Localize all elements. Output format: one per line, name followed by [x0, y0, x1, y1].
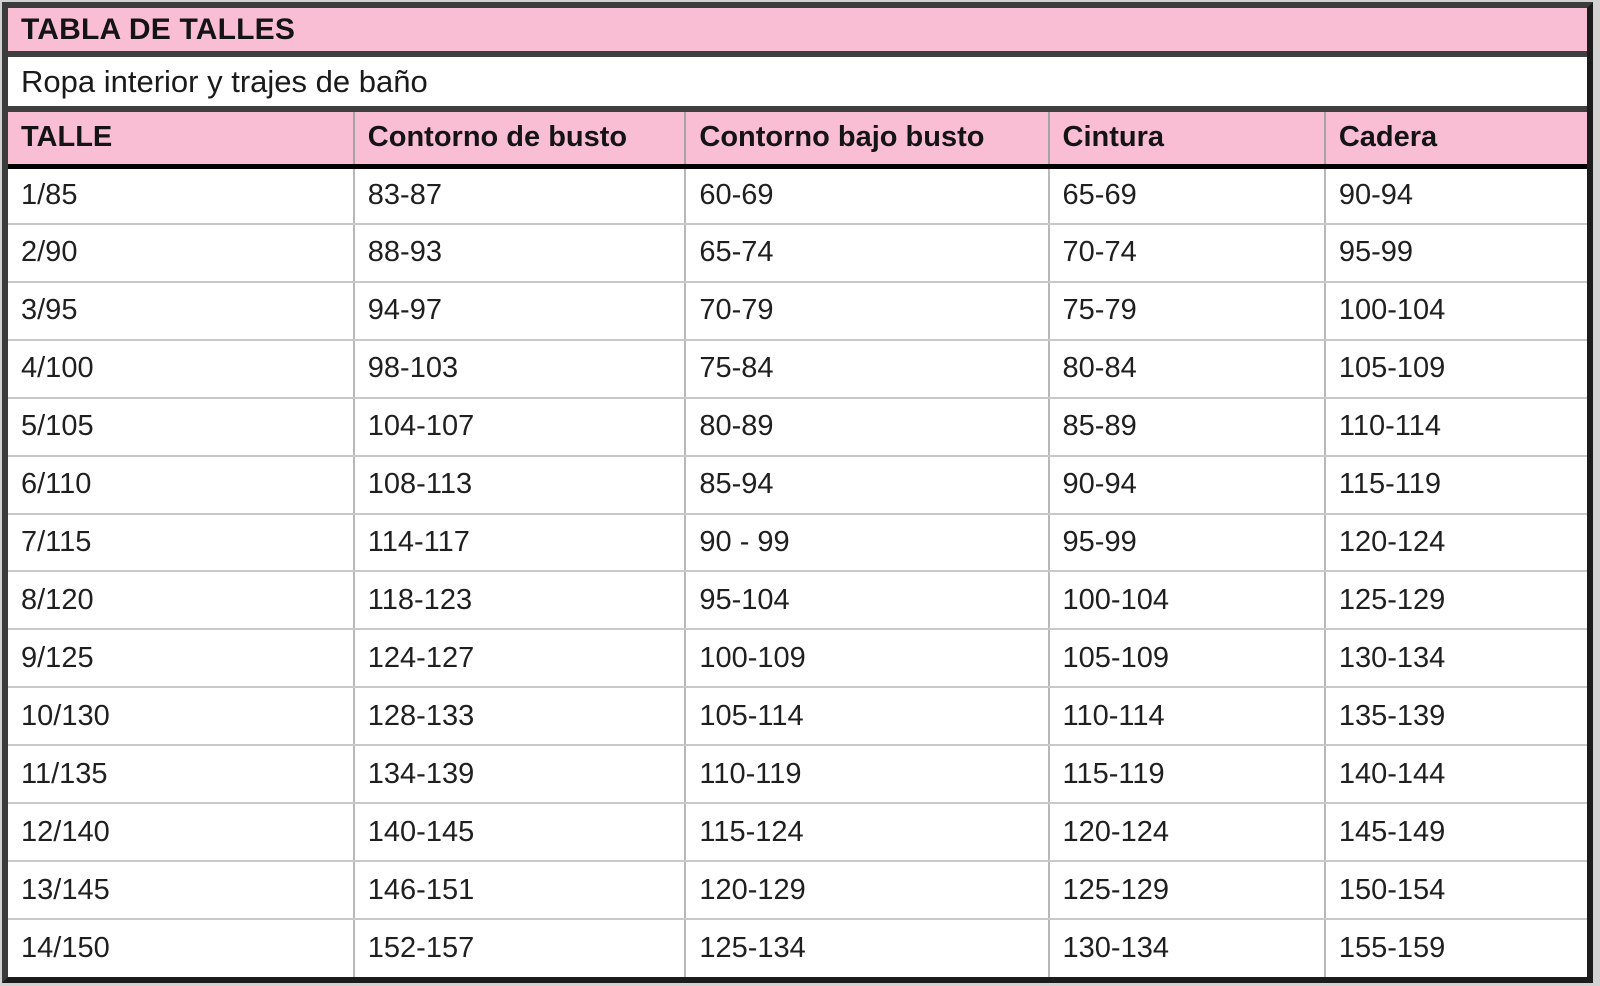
table-cell: 85-94: [685, 455, 1050, 515]
table-cell: 60-69: [685, 166, 1050, 225]
table-cell: 80-89: [685, 397, 1050, 457]
table-cell: 95-99: [1324, 223, 1587, 283]
table-cell: 5/105: [8, 397, 355, 457]
table-row: 9/125 124-127 100-109 105-109 130-134: [8, 629, 1587, 689]
table-cell: 128-133: [353, 687, 687, 747]
table-row: 14/150 152-157 125-134 130-134 155-159: [8, 918, 1587, 977]
table-cell: 90-94: [1324, 166, 1587, 225]
table-row: 3/95 94-97 70-79 75-79 100-104: [8, 281, 1587, 341]
table-cell: 11/135: [8, 745, 355, 805]
table-cell: 80-84: [1048, 339, 1326, 399]
table-row: 10/130 128-133 105-114 110-114 135-139: [8, 687, 1587, 747]
table-cell: 145-149: [1324, 803, 1587, 863]
table-cell: 7/115: [8, 513, 355, 573]
table-cell: 152-157: [353, 918, 687, 977]
column-header-2: Contorno bajo busto: [685, 112, 1050, 169]
table-subtitle: Ropa interior y trajes de baño: [8, 57, 1587, 112]
table-cell: 100-104: [1048, 571, 1326, 631]
table-cell: 83-87: [353, 166, 687, 225]
table-cell: 90-94: [1048, 455, 1326, 515]
table-cell: 114-117: [353, 513, 687, 573]
table-cell: 65-69: [1048, 166, 1326, 225]
table-title: TABLA DE TALLES: [8, 8, 1587, 57]
table-row: 11/135 134-139 110-119 115-119 140-144: [8, 745, 1587, 805]
table-cell: 90 - 99: [685, 513, 1050, 573]
table-cell: 95-99: [1048, 513, 1326, 573]
table-body: 1/85 83-87 60-69 65-69 90-94 2/90 88-93 65-74 70…: [8, 166, 1587, 977]
table-cell: 125-129: [1048, 861, 1326, 920]
table-cell: 75-84: [685, 339, 1050, 399]
table-cell: 125-129: [1324, 571, 1587, 631]
table-cell: 108-113: [353, 455, 687, 515]
table-cell: 125-134: [685, 918, 1050, 977]
table-cell: 105-114: [685, 687, 1050, 747]
table-cell: 70-74: [1048, 223, 1326, 283]
table-row: 4/100 98-103 75-84 80-84 105-109: [8, 339, 1587, 399]
sizes-table: TALLE Contorno de busto Contorno bajo bust…: [8, 112, 1587, 977]
table-cell: 70-79: [685, 281, 1050, 341]
table-cell: 3/95: [8, 281, 355, 341]
table-cell: 118-123: [353, 571, 687, 631]
table-cell: 98-103: [353, 339, 687, 399]
table-row: 6/110 108-113 85-94 90-94 115-119: [8, 455, 1587, 515]
table-cell: 13/145: [8, 861, 355, 920]
column-header-4: Cadera: [1324, 112, 1587, 169]
table-cell: 120-124: [1324, 513, 1587, 573]
column-header-1: Contorno de busto: [353, 112, 687, 169]
table-row: 2/90 88-93 65-74 70-74 95-99: [8, 223, 1587, 283]
table-row: 12/140 140-145 115-124 120-124 145-149: [8, 803, 1587, 863]
table-cell: 100-104: [1324, 281, 1587, 341]
table-row: 13/145 146-151 120-129 125-129 150-154: [8, 861, 1587, 920]
table-cell: 12/140: [8, 803, 355, 863]
table-cell: 110-114: [1048, 687, 1326, 747]
table-cell: 115-119: [1324, 455, 1587, 515]
table-cell: 105-109: [1324, 339, 1587, 399]
header-row: TALLE Contorno de busto Contorno bajo bust…: [8, 112, 1587, 169]
table-cell: 8/120: [8, 571, 355, 631]
table-cell: 140-145: [353, 803, 687, 863]
table-cell: 85-89: [1048, 397, 1326, 457]
table-cell: 130-134: [1324, 629, 1587, 689]
table-cell: 124-127: [353, 629, 687, 689]
table-cell: 135-139: [1324, 687, 1587, 747]
table-cell: 150-154: [1324, 861, 1587, 920]
table-cell: 10/130: [8, 687, 355, 747]
table-cell: 9/125: [8, 629, 355, 689]
table-cell: 6/110: [8, 455, 355, 515]
table-cell: 104-107: [353, 397, 687, 457]
table-cell: 115-119: [1048, 745, 1326, 805]
table-cell: 146-151: [353, 861, 687, 920]
table-cell: 120-129: [685, 861, 1050, 920]
table-cell: 95-104: [685, 571, 1050, 631]
column-header-0: TALLE: [8, 112, 355, 169]
table-cell: 110-114: [1324, 397, 1587, 457]
table-cell: 110-119: [685, 745, 1050, 805]
table-cell: 88-93: [353, 223, 687, 283]
table-cell: 14/150: [8, 918, 355, 977]
table-cell: 155-159: [1324, 918, 1587, 977]
table-cell: 120-124: [1048, 803, 1326, 863]
table-cell: 130-134: [1048, 918, 1326, 977]
table-cell: 94-97: [353, 281, 687, 341]
table-row: 7/115 114-117 90 - 99 95-99 120-124: [8, 513, 1587, 573]
column-header-3: Cintura: [1048, 112, 1326, 169]
table-cell: 115-124: [685, 803, 1050, 863]
table-cell: 4/100: [8, 339, 355, 399]
table-cell: 134-139: [353, 745, 687, 805]
table-cell: 140-144: [1324, 745, 1587, 805]
table-cell: 75-79: [1048, 281, 1326, 341]
table-cell: 65-74: [685, 223, 1050, 283]
table-cell: 2/90: [8, 223, 355, 283]
table-row: 1/85 83-87 60-69 65-69 90-94: [8, 166, 1587, 225]
table-row: 8/120 118-123 95-104 100-104 125-129: [8, 571, 1587, 631]
table-cell: 100-109: [685, 629, 1050, 689]
table-cell: 1/85: [8, 166, 355, 225]
table-row: 5/105 104-107 80-89 85-89 110-114: [8, 397, 1587, 457]
table-cell: 105-109: [1048, 629, 1326, 689]
